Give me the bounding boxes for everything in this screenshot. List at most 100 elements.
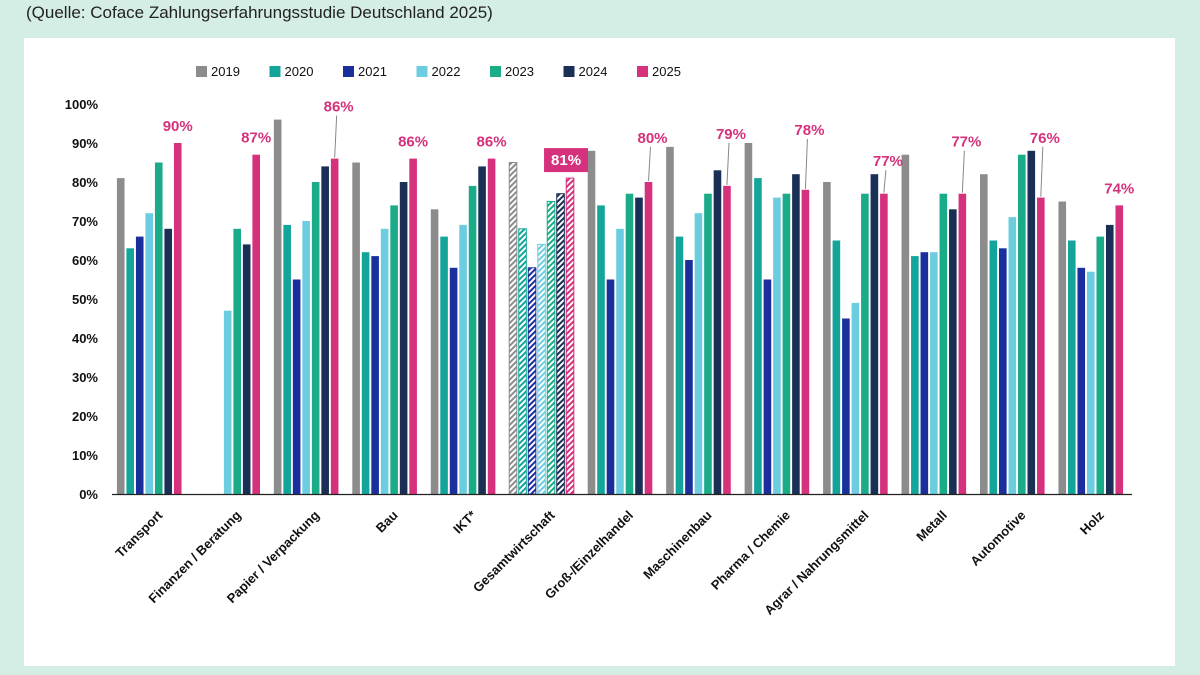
bar-2024 <box>635 197 643 494</box>
legend-swatch-2022 <box>416 66 428 77</box>
data-label-2025: 77% <box>873 153 903 170</box>
x-category-label: Holz <box>1077 507 1107 537</box>
bar-2023 <box>546 201 556 495</box>
bar-2022 <box>223 310 232 494</box>
bar-2023 <box>311 182 320 494</box>
label-leader-line <box>334 115 338 158</box>
label-leader-line <box>1040 146 1044 197</box>
bar-2020 <box>283 224 291 494</box>
y-tick-label: 40% <box>72 331 98 346</box>
bar-2019 <box>744 143 753 494</box>
data-label-2025: 76% <box>1030 130 1060 147</box>
bar-2024 <box>399 182 408 494</box>
bar-2022 <box>302 221 310 494</box>
bar-2022 <box>773 197 781 494</box>
label-leader-line <box>804 138 808 189</box>
legend-label-2025: 2025 <box>652 64 681 79</box>
bar-2021 <box>135 236 144 494</box>
bar-2019 <box>116 178 125 494</box>
bar-2020 <box>440 236 448 494</box>
bar-2024 <box>1027 150 1036 495</box>
legend-label-2021: 2021 <box>358 64 387 79</box>
bar-2023 <box>468 185 477 494</box>
bar-2025 <box>723 185 731 494</box>
bar-2021 <box>371 256 379 494</box>
bar-2019 <box>587 150 596 495</box>
legend-swatch-2019 <box>196 66 207 77</box>
bar-2024 <box>164 228 173 495</box>
bar-2020 <box>126 248 135 494</box>
data-label-box <box>544 148 589 173</box>
y-tick-label: 70% <box>72 214 98 229</box>
bar-2022 <box>694 213 703 494</box>
bar-2019 <box>666 146 674 494</box>
legend-swatch-2020 <box>269 66 281 77</box>
bar-2019 <box>823 182 831 494</box>
chart-legend: 2019 2020 2021 2022 2023 2024 2025 <box>196 64 681 79</box>
bar-2023 <box>1018 154 1026 494</box>
data-label-2025: 77% <box>951 134 981 151</box>
y-tick-label: 10% <box>72 448 98 463</box>
x-category-label: Automotive <box>967 508 1028 569</box>
bar-2023 <box>782 193 791 494</box>
bar-2023 <box>861 193 869 494</box>
y-tick-label: 30% <box>72 370 98 385</box>
label-leader-line <box>648 146 651 182</box>
bar-2022 <box>851 302 860 494</box>
legend-swatch-2023 <box>490 66 501 77</box>
bar-2021 <box>842 318 850 494</box>
bar-2022 <box>930 252 938 494</box>
legend-swatch-2021 <box>343 66 354 77</box>
bar-chart: 2019 2020 2021 2022 2023 2024 2025 0% 10% 20% 30%… <box>65 64 1135 618</box>
bar-2025 <box>958 193 967 494</box>
data-label-2025: 87% <box>241 130 271 147</box>
bar-2023 <box>939 193 948 494</box>
y-tick-label: 0% <box>79 487 98 502</box>
label-leader-line <box>883 170 887 193</box>
bar-2023 <box>704 193 712 494</box>
x-category-label: Pharma / Chemie <box>708 508 793 593</box>
legend-label-2020: 2020 <box>285 64 314 79</box>
bar-2024 <box>242 244 251 494</box>
bar-2021 <box>527 267 537 495</box>
legend-swatch-2024 <box>563 66 575 77</box>
bar-2020 <box>989 240 998 494</box>
bar-2019 <box>352 162 360 494</box>
bar-2024 <box>321 166 329 494</box>
chart-source-note: (Quelle: Coface Zahlungserfahrungsstudie… <box>26 3 493 22</box>
bar-2021 <box>449 267 458 494</box>
bar-2021 <box>292 279 301 494</box>
bar-2025 <box>880 193 888 494</box>
label-leader-line <box>961 150 965 193</box>
bar-2023 <box>625 193 634 494</box>
bar-2023 <box>154 162 163 494</box>
bar-2025 <box>1115 205 1124 494</box>
data-label-2025: 74% <box>1104 180 1134 197</box>
y-tick-label: 90% <box>72 136 98 151</box>
bar-2021 <box>1077 267 1086 494</box>
bar-2021 <box>920 252 929 494</box>
bar-2025 <box>487 158 496 494</box>
bar-2019 <box>980 174 988 494</box>
y-tick-label: 100% <box>65 97 99 112</box>
bar-2019 <box>273 119 282 494</box>
data-label-2025: 90% <box>163 118 193 135</box>
bar-2020 <box>597 205 605 494</box>
data-label-2025: 80% <box>637 130 667 147</box>
bar-2019 <box>430 209 439 495</box>
bar-series <box>116 119 1124 495</box>
bar-2023 <box>233 228 241 495</box>
bar-2022 <box>537 243 546 495</box>
bar-2025 <box>644 182 653 494</box>
bar-2024 <box>713 170 722 495</box>
y-tick-label: 60% <box>72 253 98 268</box>
bar-2024 <box>949 209 957 495</box>
x-category-label: Bau <box>373 507 401 535</box>
bar-2025 <box>173 143 182 494</box>
bar-2022 <box>459 224 467 494</box>
x-category-label: Maschinenbau <box>640 507 714 581</box>
bar-2019 <box>508 162 518 495</box>
bar-2020 <box>911 256 919 494</box>
legend-label-2023: 2023 <box>505 64 534 79</box>
